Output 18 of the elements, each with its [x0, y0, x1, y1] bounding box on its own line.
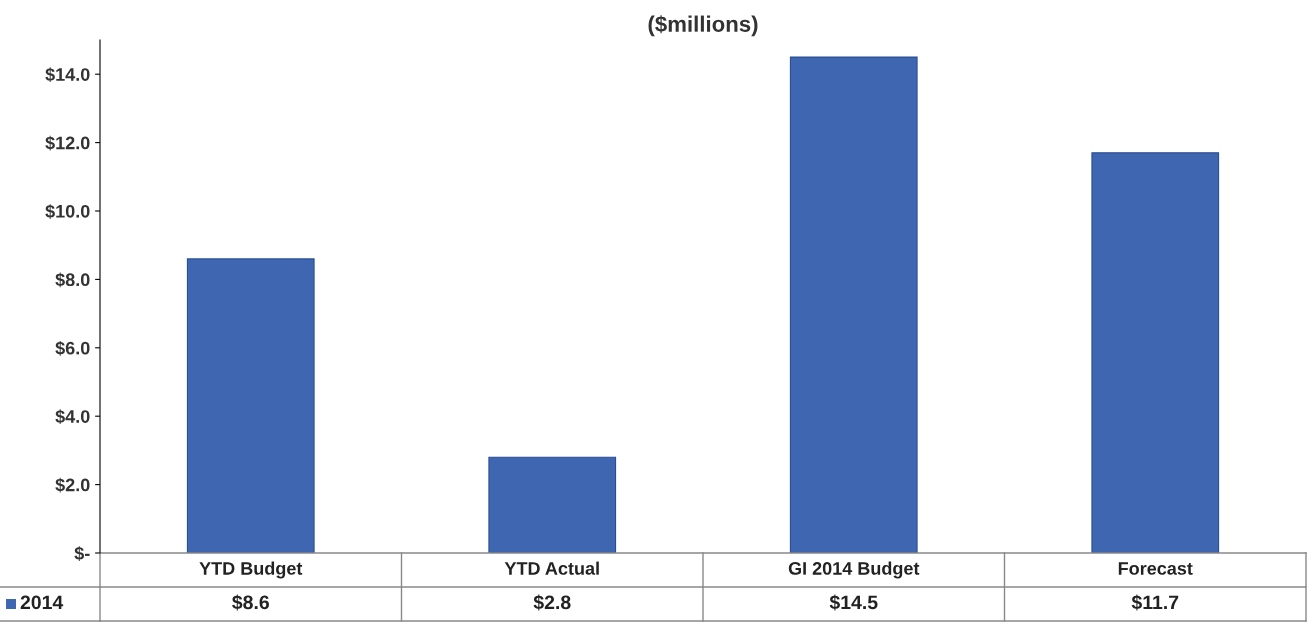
data-label: $8.6 [232, 594, 269, 611]
y-tick-label: $4.0 [55, 409, 90, 425]
y-tick-label: $- [74, 546, 90, 561]
y-tick-label: $6.0 [55, 340, 90, 356]
y-tick-label: $2.0 [55, 477, 90, 493]
x-tick-label: Forecast [1118, 562, 1193, 575]
chart-title: ($millions) [648, 15, 758, 37]
legend-label: 2014 [20, 595, 64, 610]
data-label: $11.7 [1131, 594, 1179, 611]
x-tick-label: YTD Actual [504, 561, 599, 575]
data-label: $14.5 [829, 594, 878, 611]
y-tick-label: $14.0 [45, 67, 90, 83]
x-tick-label: YTD Budget [199, 561, 303, 579]
y-tick-label: $10.0 [45, 204, 90, 219]
data-label: $2.8 [533, 594, 571, 611]
y-tick-label: $12.0 [45, 135, 90, 151]
y-tick-label: $8.0 [55, 272, 90, 288]
x-tick-label: GI 2014 Budget [788, 561, 920, 579]
